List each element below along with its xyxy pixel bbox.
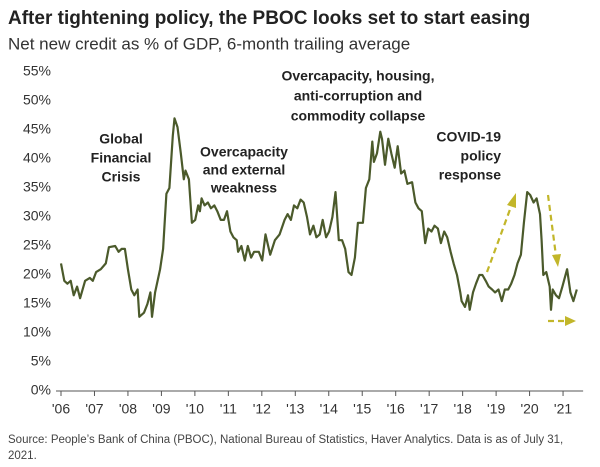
annotation: Crisis [102, 169, 141, 185]
x-tick-label: '21 [554, 401, 572, 417]
x-tick-label: '20 [520, 401, 538, 417]
x-tick-label: '09 [152, 401, 170, 417]
x-tick-label: '10 [186, 401, 204, 417]
x-tick-label: '19 [487, 401, 505, 417]
annotation: policy [461, 148, 502, 164]
x-tick-label: '16 [387, 401, 405, 417]
y-tick-label: 0% [31, 382, 51, 398]
y-tick-label: 40% [23, 150, 51, 166]
arrow-head [552, 254, 561, 267]
annotation: weakness [210, 180, 277, 196]
y-tick-label: 25% [23, 237, 51, 253]
annotation: Global [99, 131, 143, 147]
x-tick-label: '11 [220, 401, 237, 417]
chart-subtitle: Net new credit as % of GDP, 6-month trai… [8, 34, 410, 53]
annotation: COVID-19 [436, 129, 501, 145]
y-tick-label: 5% [31, 353, 51, 369]
y-tick-label: 10% [23, 324, 51, 340]
arrow-head [565, 316, 576, 326]
x-tick-label: '06 [52, 401, 70, 417]
x-tick-label: '08 [119, 401, 137, 417]
y-tick-label: 20% [23, 266, 51, 282]
arrow-head [507, 193, 516, 208]
arrow-down [546, 194, 558, 257]
annotation: and external [203, 162, 285, 178]
annotation: commodity collapse [291, 108, 426, 124]
y-tick-label: 30% [23, 208, 51, 224]
source-note: 2021. [8, 450, 37, 462]
annotation: Overcapacity, housing, [281, 68, 434, 84]
x-tick-label: '15 [353, 401, 371, 417]
arrows [485, 194, 566, 323]
x-tick-label: '12 [253, 401, 271, 417]
annotation: anti-corruption and [294, 88, 422, 104]
x-tick-label: '18 [454, 401, 472, 417]
chart-title: After tightening policy, the PBOC looks … [8, 8, 530, 29]
x-tick-label: '17 [420, 401, 438, 417]
x-tick-label: '13 [286, 401, 304, 417]
y-tick-label: 55% [23, 63, 51, 79]
arrow-heads [507, 193, 576, 326]
y-tick-label: 15% [23, 295, 51, 311]
y-tick-label: 45% [23, 121, 51, 137]
annotation: Overcapacity [200, 144, 288, 160]
y-tick-label: 35% [23, 179, 51, 195]
data-line [59, 117, 578, 318]
annotation: response [439, 167, 501, 183]
source-note: Source: People’s Bank of China (PBOC), N… [8, 434, 563, 446]
x-tick-label: '07 [85, 401, 103, 417]
annotation: Financial [91, 150, 152, 166]
arrow-up [485, 203, 514, 273]
x-tick-label: '14 [320, 401, 338, 417]
y-tick-label: 50% [23, 92, 51, 108]
